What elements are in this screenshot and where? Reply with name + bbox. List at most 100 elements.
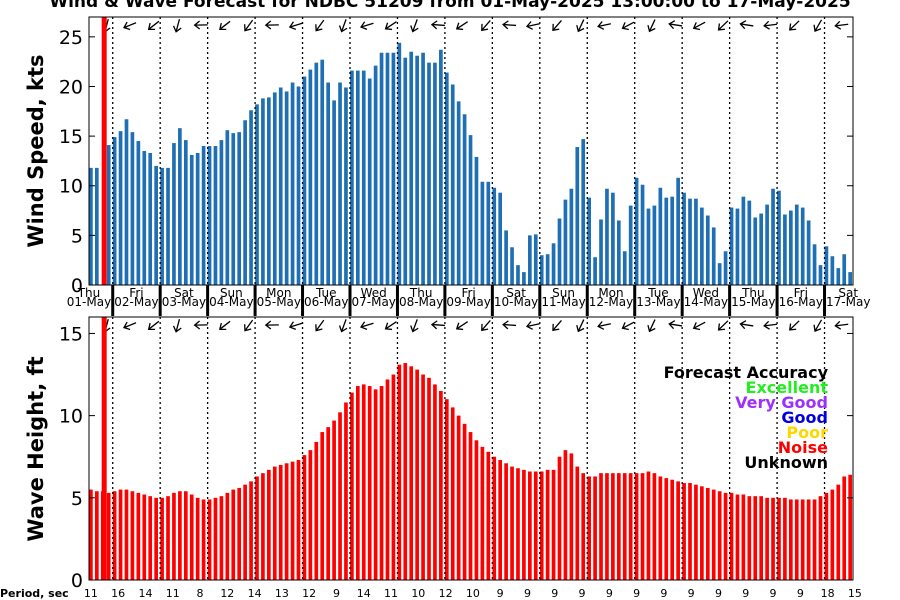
wave-direction-arrows [101,319,849,333]
wind-bar [587,197,591,285]
wind-bar [504,230,508,285]
wind-direction-arrow [692,21,706,31]
wave-bar [112,491,117,580]
wind-bar [249,110,253,285]
wind-bar [237,132,242,285]
wind-bar [759,213,764,285]
wind-x-axis: Thu01-MayFri02-MaySat03-MaySun04-MayMon0… [67,285,870,316]
period-value: 9 [524,587,531,600]
wave-bar [355,386,360,580]
wave-direction-arrow [502,320,517,330]
wave-bar [403,363,408,580]
wind-bar [694,198,698,285]
wind-bar [261,98,265,285]
wave-bar [308,450,313,580]
wind-bar [361,70,366,285]
wave-bar [611,473,615,580]
wind-y-tick-label: 5 [71,225,83,247]
wind-y-tick-label: 0 [71,275,83,297]
wave-bar [705,487,710,580]
period-value: 13 [275,587,289,600]
wind-direction-arrow [410,19,419,33]
wind-bar [427,62,431,286]
day-tick-date: 17-May [826,295,870,309]
period-value: 16 [111,587,125,600]
day-tick-dow: Thu [77,286,101,300]
wind-bar [178,128,182,285]
wave-bar [575,466,580,580]
wind-bar [605,188,609,285]
wave-bar [569,453,574,580]
wave-direction-arrow [455,321,469,331]
wind-bar [148,152,153,285]
wind-bar [320,59,325,285]
wind-y-tick-label: 20 [59,76,83,98]
wave-direction-arrow [789,320,800,331]
wave-bar [160,497,164,580]
wave-y-tick-label: 5 [71,488,83,510]
wind-direction-arrow [502,20,517,30]
wave-bar [178,491,182,580]
wind-bar [136,141,141,285]
day-tick-date: 06-May [304,295,348,309]
wave-bar [391,374,396,580]
wave-bar [735,494,740,580]
wave-bar [504,463,508,580]
wind-direction-arrow [219,20,231,31]
day-tick-dow: Sat [506,286,526,300]
wave-bar [284,463,289,580]
wave-bar [409,366,414,580]
wave-bar [682,483,686,580]
wind-bar [842,254,847,285]
day-tick-dow: Thu [741,286,765,300]
wave-bar [338,412,342,580]
wind-direction-arrow [717,20,729,31]
wind-direction-arrow [668,20,683,30]
wave-bar [533,471,538,580]
wind-direction-arrow [552,20,562,32]
wind-bar [160,167,164,285]
wind-direction-arrow [264,20,279,30]
wind-bar [326,82,331,285]
wind-bar [682,192,686,285]
wave-bar [830,489,835,580]
wave-bar [688,483,692,580]
wind-bar [219,140,224,285]
wave-bar [225,492,230,580]
wind-direction-arrow [481,20,491,32]
period-value: 9 [715,587,722,600]
wind-bar [409,51,414,286]
wave-bar [587,476,591,580]
wind-bar [628,205,633,285]
wave-bar [94,491,99,580]
day-tick-dow: Mon [266,286,291,300]
wind-bar [705,215,710,285]
wave-bar [243,484,247,580]
period-value: 9 [579,587,586,600]
wind-bar [308,69,313,285]
wave-direction-arrow [813,319,823,332]
wind-bar [267,97,271,286]
wind-bar [634,177,639,285]
wind-bar [367,78,372,285]
wave-bar [474,440,479,580]
wave-bar [551,469,556,580]
wave-bar [302,455,307,580]
period-value: 10 [411,587,425,600]
day-tick-date: 14-May [684,295,728,309]
wave-direction-arrow [647,319,656,333]
wind-direction-arrow [244,19,254,32]
wind-bar [421,52,425,285]
wind-bar [812,244,817,285]
wind-day-gridlines [112,17,826,285]
wind-bar [290,82,295,285]
day-tick-date: 12-May [589,295,633,309]
wave-bar [207,499,212,580]
wave-bar [320,432,325,580]
wind-bar [172,143,176,285]
wave-bar [670,479,675,580]
wind-bar [397,42,402,286]
wave-direction-arrow [244,319,254,332]
wave-direction-arrow [668,320,683,330]
wind-bar [528,235,532,285]
